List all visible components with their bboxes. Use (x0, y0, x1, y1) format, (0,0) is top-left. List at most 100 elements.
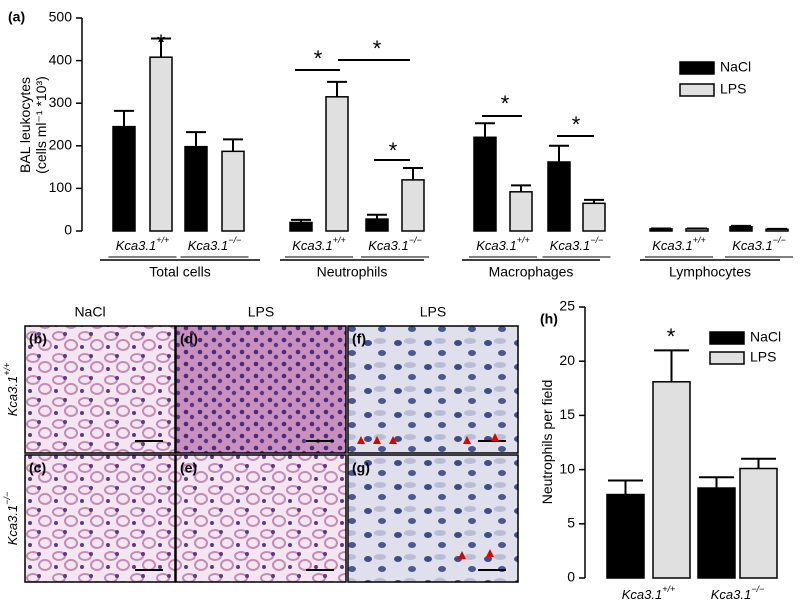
bar (365, 218, 389, 232)
significance-mark: * (157, 30, 166, 55)
y-tick-label: 300 (49, 94, 73, 110)
genotype-name: Kca3.1 (652, 238, 692, 253)
bar (184, 145, 208, 232)
genotype-label: Kca3.1−/− (188, 235, 242, 253)
bar (685, 228, 709, 232)
genotype-superscript: −/− (773, 235, 786, 245)
bar (765, 228, 789, 232)
panel-label: (d) (180, 331, 198, 347)
panel-label: (c) (29, 460, 46, 476)
micrograph (24, 454, 176, 583)
micrograph (175, 325, 347, 454)
micrograph (347, 454, 519, 583)
bar (473, 136, 497, 232)
legend-swatch (709, 351, 745, 365)
bar (509, 191, 533, 232)
genotype-label: Kca3.1+/+ (292, 235, 346, 253)
row-label: Kca3.1−/− (2, 492, 20, 546)
bar (729, 225, 753, 232)
micrograph (347, 325, 519, 454)
micrograph (24, 325, 176, 454)
y-tick-label: 15 (559, 406, 575, 422)
legend-swatch (709, 331, 745, 345)
bar (547, 161, 571, 232)
genotype-superscript: −/− (409, 235, 422, 245)
y-axis-label: Neutrophils per field (539, 380, 555, 505)
y-tick-label: 0 (567, 569, 575, 585)
bar (289, 221, 313, 232)
genotype-label: Kca3.1+/+ (652, 235, 706, 253)
genotype-name: Kca3.1 (622, 587, 662, 602)
genotype-name: Kca3.1 (711, 587, 751, 602)
y-tick-label: 20 (559, 352, 575, 368)
genotype-name: Kca3.1 (116, 238, 156, 253)
genotype-label: Kca3.1−/− (711, 584, 765, 602)
bar (401, 179, 425, 232)
significance-mark: * (373, 36, 382, 61)
column-header: LPS (248, 304, 274, 320)
legend-label: NaCl (720, 59, 751, 75)
neutrophil-marker (389, 436, 397, 444)
panel-label: (b) (29, 331, 47, 347)
neutrophil-marker (486, 549, 494, 557)
group-label: Lymphocytes (669, 264, 751, 280)
legend-label: LPS (750, 349, 776, 365)
y-axis-label-line: Neutrophils per field (539, 380, 555, 505)
column-header: NaCl (74, 304, 105, 320)
bar (697, 487, 736, 579)
neutrophil-marker (458, 551, 466, 559)
genotype-superscript: +/+ (333, 235, 346, 245)
genotype-superscript: +/+ (693, 235, 706, 245)
legend-label: LPS (720, 81, 746, 97)
micrograph (175, 454, 347, 583)
neutrophil-marker (463, 436, 471, 444)
bar (582, 202, 606, 232)
genotype-name: Kca3.1 (188, 238, 228, 253)
panel-label: (h) (540, 311, 558, 327)
legend-swatch (679, 61, 715, 75)
panel-label: (f) (352, 331, 366, 347)
panel-label: (e) (180, 460, 197, 476)
genotype-superscript: +/+ (2, 363, 12, 376)
genotype-superscript: +/+ (662, 584, 675, 594)
genotype-superscript: −/− (751, 584, 764, 594)
y-tick-label: 10 (559, 460, 575, 476)
significance-mark: * (389, 138, 398, 163)
genotype-name: Kca3.1 (550, 238, 590, 253)
bar (112, 125, 136, 232)
column-header: LPS (420, 304, 446, 320)
genotype-name: Kca3.1 (5, 505, 20, 545)
bar (149, 56, 173, 232)
y-axis-label-line: BAL leukocytes (17, 77, 33, 173)
group-label: Total cells (149, 264, 210, 280)
genotype-name: Kca3.1 (292, 238, 332, 253)
y-tick-label: 200 (49, 137, 73, 153)
group-label: Macrophages (489, 264, 574, 280)
legend-label: NaCl (750, 329, 781, 345)
genotype-name: Kca3.1 (5, 376, 20, 416)
y-tick-label: 25 (559, 298, 575, 314)
genotype-label: Kca3.1−/− (368, 235, 422, 253)
y-axis-label: BAL leukocytes(cells ml⁻¹ *10³) (17, 76, 49, 174)
bar (221, 150, 245, 232)
genotype-superscript: −/− (228, 235, 241, 245)
bar (606, 493, 645, 579)
genotype-label: Kca3.1−/− (732, 235, 786, 253)
y-axis-label-line: (cells ml⁻¹ *10³) (33, 76, 49, 174)
neutrophil-marker (357, 436, 365, 444)
significance-mark: * (501, 91, 510, 116)
legend-swatch (679, 83, 715, 97)
bar (649, 228, 673, 232)
significance-mark: * (314, 46, 323, 71)
y-tick-label: 500 (49, 9, 73, 25)
genotype-label: Kca3.1+/+ (476, 235, 530, 253)
y-tick-label: 0 (64, 222, 72, 238)
genotype-name: Kca3.1 (476, 238, 516, 253)
neutrophil-marker (373, 436, 381, 444)
significance-mark: * (572, 112, 581, 137)
genotype-label: Kca3.1−/− (550, 235, 604, 253)
genotype-label: Kca3.1+/+ (116, 235, 170, 253)
bar (325, 96, 349, 232)
